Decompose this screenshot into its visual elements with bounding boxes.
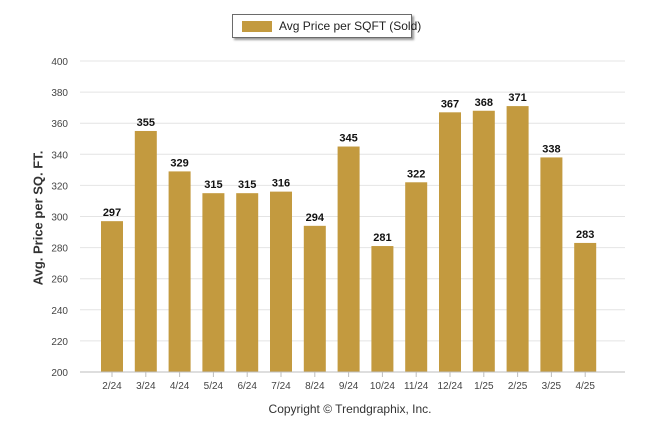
y-tick-label: 280	[51, 244, 68, 255]
data-label: 322	[407, 168, 425, 180]
y-tick-label: 200	[51, 368, 68, 379]
y-tick-label: 380	[51, 88, 68, 99]
y-tick-label: 220	[51, 337, 68, 348]
data-label: 345	[339, 133, 357, 145]
bar	[168, 171, 191, 372]
bar	[337, 146, 360, 372]
data-label: 371	[508, 92, 526, 104]
data-label: 367	[441, 98, 459, 110]
x-tick-label: 10/24	[370, 381, 395, 392]
y-axis-label: Avg. Price per SQ. FT.	[30, 150, 46, 286]
data-label: 315	[238, 179, 256, 191]
bar	[439, 112, 461, 372]
bar	[506, 106, 529, 372]
data-labels: 297 355 329 315 315 316 294 345 281 322 367 368 371 3…	[103, 92, 595, 244]
legend-label: Avg Price per SQFT (Sold)	[279, 19, 422, 33]
y-tick-label: 240	[51, 306, 68, 317]
x-tick-label: 9/24	[339, 381, 359, 392]
x-tick-labels: 2/24 3/24 4/24 5/24 6/24 7/24 8/24 9/24 10/24 11/…	[102, 372, 595, 392]
x-tick-label: 4/25	[575, 381, 595, 392]
data-label: 355	[137, 117, 155, 129]
copyright-text: Copyright © Trendgraphix, Inc.	[268, 402, 432, 416]
y-tick-label: 360	[51, 119, 68, 130]
x-tick-label: 11/24	[404, 381, 429, 392]
bar	[574, 242, 597, 372]
bar	[303, 225, 326, 372]
bar	[405, 182, 428, 372]
data-label: 281	[373, 232, 391, 244]
bar	[101, 221, 123, 372]
y-tick-label: 400	[51, 57, 68, 68]
y-tick-label: 340	[51, 150, 68, 161]
x-tick-label: 2/25	[508, 381, 528, 392]
bar	[134, 130, 157, 372]
bar	[540, 157, 563, 372]
y-tick-label: 260	[51, 275, 68, 286]
data-label: 316	[272, 178, 290, 190]
x-tick-label: 2/24	[102, 381, 122, 392]
bar	[472, 110, 495, 372]
bar	[371, 246, 394, 372]
bar	[270, 191, 292, 372]
data-label: 329	[170, 157, 188, 169]
x-tick-label: 8/24	[305, 381, 325, 392]
y-tick-label: 300	[51, 213, 68, 224]
x-tick-label: 3/25	[542, 381, 562, 392]
data-label: 315	[204, 179, 222, 191]
data-label: 368	[475, 97, 493, 109]
legend: Avg Price per SQFT (Sold)	[232, 14, 421, 38]
x-tick-label: 12/24	[437, 381, 462, 392]
x-tick-label: 1/25	[474, 381, 494, 392]
legend-swatch	[242, 21, 272, 32]
data-label: 283	[576, 229, 594, 241]
x-tick-label: 7/24	[271, 381, 291, 392]
data-label: 294	[306, 212, 325, 224]
bar	[202, 193, 225, 372]
data-label: 297	[103, 207, 121, 219]
bars	[101, 106, 597, 372]
x-tick-label: 5/24	[204, 381, 224, 392]
y-tick-label: 320	[51, 181, 68, 192]
x-tick-label: 3/24	[136, 381, 156, 392]
y-tick-labels: 200 220 240 260 280 300 320 340 360 380 400	[51, 57, 68, 379]
x-tick-label: 4/24	[170, 381, 190, 392]
data-label: 338	[542, 143, 560, 155]
x-tick-label: 6/24	[237, 381, 257, 392]
bar	[236, 193, 259, 372]
